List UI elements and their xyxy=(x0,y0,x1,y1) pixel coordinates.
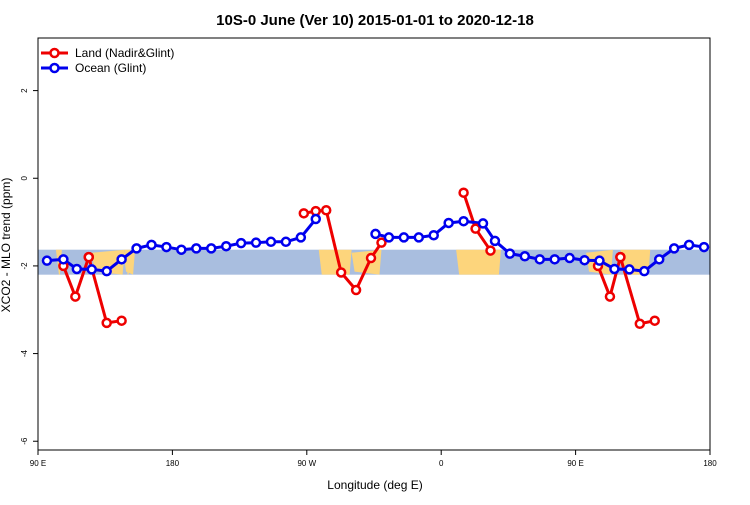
x-tick-label: 0 xyxy=(439,459,444,468)
ocean-point xyxy=(443,217,454,229)
land-point xyxy=(116,315,127,326)
y-tick-label: 2 xyxy=(20,88,29,93)
ocean-point xyxy=(250,237,262,248)
ocean-point xyxy=(668,243,680,254)
ocean-point xyxy=(161,241,172,253)
plot-frame xyxy=(37,37,711,451)
ocean-point xyxy=(639,265,650,277)
ocean-point xyxy=(624,264,635,275)
ocean-point xyxy=(370,228,381,240)
land-point xyxy=(604,291,616,302)
x-tick-label: 90 E xyxy=(30,459,46,468)
land-point xyxy=(83,251,95,263)
ocean-point xyxy=(58,254,69,265)
ocean-point xyxy=(383,232,395,243)
ocean-point xyxy=(564,252,575,264)
ocean-point xyxy=(519,251,531,262)
land-point xyxy=(634,318,646,330)
ocean-point xyxy=(594,255,605,266)
land-point xyxy=(298,208,310,219)
legend: Land (Nadir&Glint)Ocean (Glint) xyxy=(41,46,174,75)
land-point xyxy=(615,251,626,263)
ocean-point xyxy=(413,232,425,243)
x-tick-label: 180 xyxy=(166,459,180,468)
legend-label-ocean: Ocean (Glint) xyxy=(75,61,146,75)
ocean-point xyxy=(398,232,410,243)
ocean-point xyxy=(579,254,590,266)
legend-marker-land xyxy=(49,47,60,59)
land-point xyxy=(350,284,362,296)
ocean-point xyxy=(534,254,546,265)
x-tick-label: 180 xyxy=(703,459,717,468)
ocean-point xyxy=(220,240,232,252)
axes: 90 E 180 90 W 0 90 E 180 2 0 -2 -4 -6 xyxy=(20,37,717,468)
land-point xyxy=(649,315,660,326)
ocean-point xyxy=(549,254,560,265)
legend-label-land: Land (Nadir&Glint) xyxy=(75,46,174,60)
y-tick-label: 0 xyxy=(20,175,29,180)
y-tick-label: -6 xyxy=(20,437,29,445)
ocean-point xyxy=(653,254,665,265)
x-tick-label: 90 W xyxy=(297,459,316,468)
land-point xyxy=(335,267,347,278)
ocean-point xyxy=(41,255,53,266)
ocean-point xyxy=(235,237,247,249)
ocean-point xyxy=(146,239,157,251)
y-tick-label: -2 xyxy=(20,262,29,270)
ocean-point xyxy=(504,248,516,259)
land-point xyxy=(320,205,332,216)
ocean-point xyxy=(477,218,489,229)
ocean-point xyxy=(131,243,142,254)
x-tick-label: 90 E xyxy=(567,459,583,468)
ocean-point xyxy=(101,265,112,277)
y-tick-label: -4 xyxy=(20,349,29,357)
land-point xyxy=(485,245,496,256)
land-point xyxy=(365,252,377,264)
land-patch xyxy=(91,249,125,275)
land-point xyxy=(101,317,112,329)
ocean-point xyxy=(176,244,187,255)
ocean-point xyxy=(310,213,322,225)
ocean-point xyxy=(265,236,277,248)
ocean-point xyxy=(116,254,127,265)
ocean-point xyxy=(458,215,469,227)
ocean-point xyxy=(489,235,501,247)
land-point xyxy=(470,223,481,234)
ocean-point xyxy=(71,263,83,275)
land-point xyxy=(70,291,81,302)
ocean-point xyxy=(683,239,695,251)
ocean-point xyxy=(428,229,439,241)
y-axis-title: XCO2 - MLO trend (ppm) xyxy=(0,178,13,313)
land-point xyxy=(458,187,469,198)
series-points xyxy=(41,187,710,330)
ocean-point xyxy=(280,236,292,248)
chart-title: 10S-0 June (Ver 10) 2015-01-01 to 2020-1… xyxy=(216,12,534,29)
land-point xyxy=(376,237,387,248)
legend-marker-ocean xyxy=(49,62,60,74)
x-axis-title: Longitude (deg E) xyxy=(327,478,422,492)
ocean-point xyxy=(609,263,620,275)
ocean-point xyxy=(698,241,710,253)
ocean-point xyxy=(205,243,217,254)
ocean-point xyxy=(191,243,202,254)
ocean-point xyxy=(295,232,307,243)
ocean-point xyxy=(86,264,98,275)
land-patch xyxy=(456,249,501,275)
